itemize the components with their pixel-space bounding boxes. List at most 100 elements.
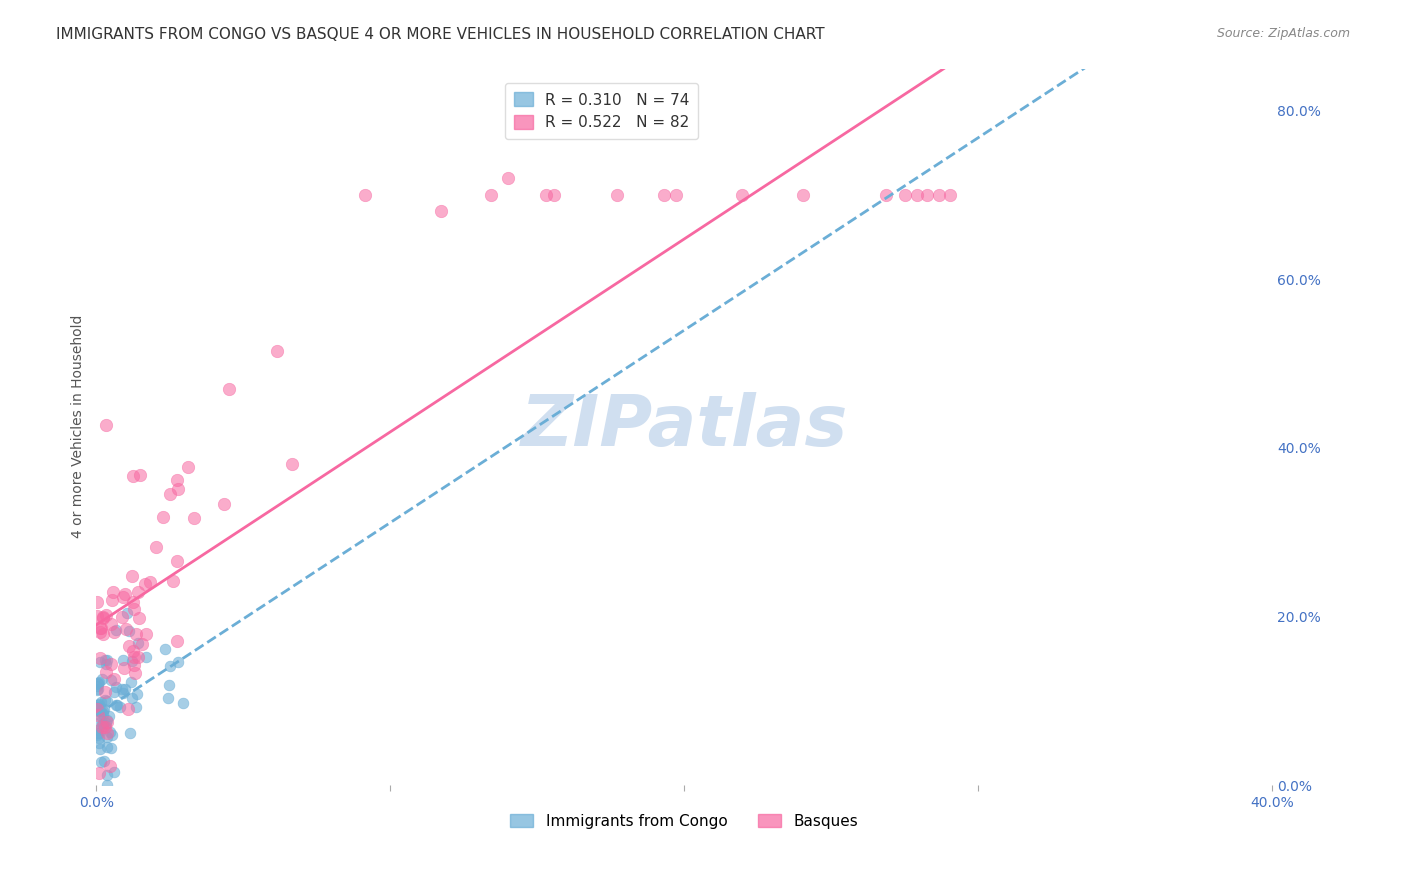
Point: [105, 698, 128, 713]
Point: [91, 610, 114, 624]
Point: [98, 759, 121, 773]
Point: [86, 679, 108, 693]
Point: [96, 653, 118, 667]
Point: [153, 642, 176, 657]
Point: [105, 623, 128, 637]
Point: [96, 768, 118, 782]
Point: [172, 696, 194, 710]
Point: [104, 680, 127, 694]
Point: [86, 700, 108, 714]
Point: [135, 627, 157, 641]
Point: [103, 672, 125, 686]
Point: [90, 695, 112, 709]
Point: [128, 611, 150, 625]
Point: [89, 708, 111, 723]
Text: Source: ZipAtlas.com: Source: ZipAtlas.com: [1216, 27, 1350, 40]
Point: [89, 674, 111, 689]
Point: [135, 650, 157, 665]
Point: [167, 655, 190, 669]
Point: [354, 188, 377, 202]
Point: [101, 584, 124, 599]
Point: [112, 653, 135, 667]
Point: [145, 540, 167, 554]
Point: [122, 650, 145, 665]
Point: [124, 666, 146, 681]
Point: [90, 672, 112, 686]
Point: [159, 659, 181, 673]
Point: [121, 469, 143, 483]
Point: [212, 497, 235, 511]
Point: [90, 756, 112, 770]
Point: [87, 707, 110, 722]
Point: [125, 700, 148, 714]
Point: [87, 716, 110, 731]
Point: [166, 473, 188, 487]
Point: [96, 725, 118, 739]
Point: [108, 700, 131, 714]
Point: [101, 728, 124, 742]
Point: [93, 702, 115, 716]
Point: [121, 691, 143, 706]
Point: [166, 634, 188, 648]
Point: [87, 726, 110, 740]
Point: [129, 467, 152, 482]
Point: [124, 658, 146, 673]
Point: [479, 188, 502, 202]
Point: [112, 661, 135, 675]
Point: [87, 731, 110, 745]
Point: [100, 740, 122, 755]
Point: [176, 459, 198, 474]
Point: [157, 678, 180, 692]
Point: [94, 608, 117, 623]
Point: [94, 652, 117, 666]
Point: [894, 188, 917, 202]
Point: [111, 681, 134, 696]
Point: [100, 592, 122, 607]
Point: [96, 778, 118, 792]
Point: [100, 673, 122, 688]
Point: [89, 650, 111, 665]
Point: [94, 720, 117, 734]
Point: [90, 704, 112, 718]
Point: [534, 188, 557, 202]
Point: [928, 188, 950, 202]
Point: [87, 723, 110, 737]
Point: [89, 655, 111, 669]
Point: [90, 717, 112, 731]
Point: [606, 188, 628, 202]
Point: [905, 188, 928, 202]
Point: [86, 677, 108, 691]
Point: [94, 715, 117, 730]
Point: [104, 698, 127, 712]
Point: [89, 705, 111, 719]
Point: [127, 650, 149, 665]
Point: [730, 188, 752, 202]
Point: [120, 674, 142, 689]
Point: [103, 625, 125, 640]
Point: [103, 764, 125, 779]
Point: [159, 487, 181, 501]
Point: [183, 511, 205, 525]
Point: [86, 683, 108, 698]
Point: [91, 610, 114, 624]
Point: [115, 623, 138, 637]
Point: [131, 637, 153, 651]
Point: [91, 716, 114, 731]
Point: [166, 482, 188, 496]
Point: [152, 509, 174, 524]
Point: [91, 627, 114, 641]
Point: [281, 457, 304, 471]
Point: [122, 601, 145, 615]
Point: [118, 639, 141, 653]
Point: [89, 765, 111, 780]
Point: [118, 624, 141, 638]
Point: [93, 754, 115, 768]
Point: [86, 728, 108, 742]
Point: [111, 590, 134, 604]
Point: [96, 714, 118, 729]
Point: [125, 626, 148, 640]
Point: [496, 171, 519, 186]
Point: [100, 657, 122, 671]
Point: [218, 382, 240, 396]
Point: [96, 740, 118, 755]
